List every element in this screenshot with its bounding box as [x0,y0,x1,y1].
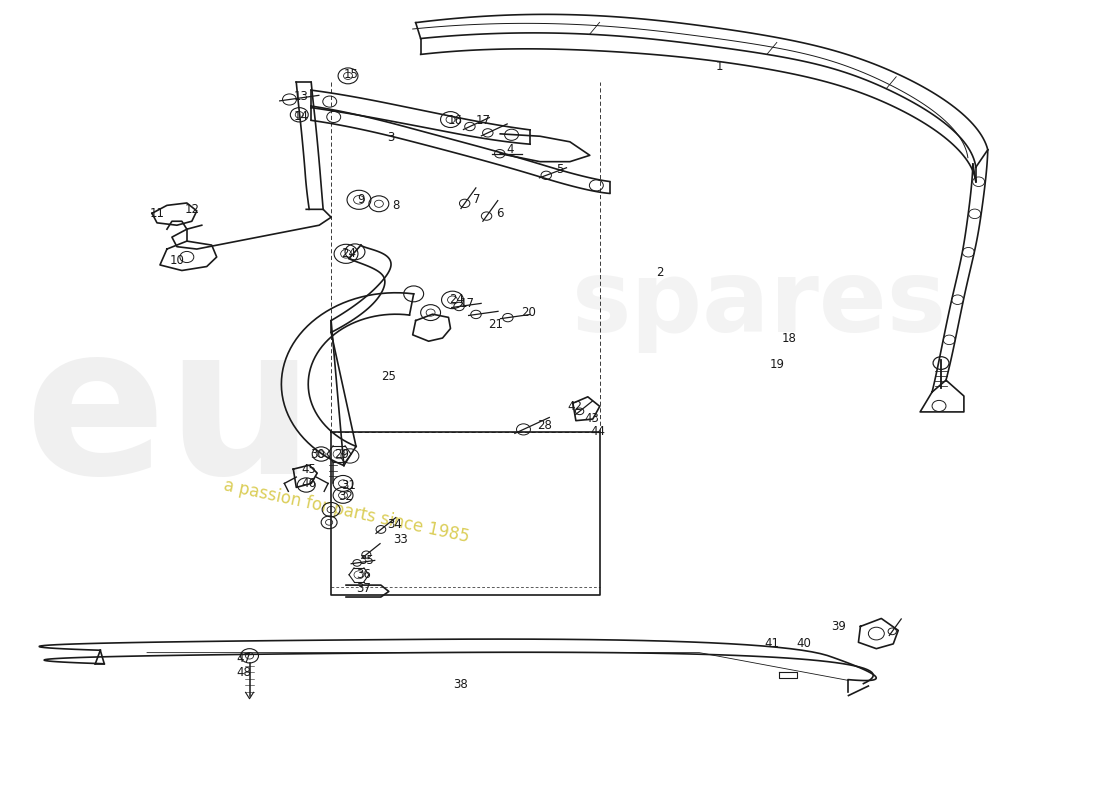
Text: 6: 6 [496,207,504,220]
Text: 41: 41 [764,638,780,650]
Text: 9: 9 [358,194,365,206]
Text: 45: 45 [301,462,317,476]
Text: 11: 11 [150,207,165,220]
Text: 33: 33 [394,533,408,546]
Text: 10: 10 [169,254,185,267]
Text: 37: 37 [356,582,372,594]
Text: 16: 16 [448,114,463,127]
Text: 24: 24 [341,247,356,260]
Text: 17: 17 [460,297,475,310]
Text: 4: 4 [506,143,514,156]
Text: 20: 20 [520,306,536,319]
Text: 42: 42 [568,400,582,413]
Text: a passion for parts since 1985: a passion for parts since 1985 [222,476,471,546]
Text: 24: 24 [449,293,464,306]
Text: 25: 25 [382,370,396,382]
Text: 46: 46 [301,477,317,490]
Text: 21: 21 [487,318,503,331]
Text: 3: 3 [387,131,395,144]
Text: 8: 8 [392,199,399,212]
Text: 36: 36 [356,568,372,582]
Text: 44: 44 [591,426,605,438]
Text: 18: 18 [781,331,796,345]
Text: 14: 14 [294,110,309,123]
Text: 43: 43 [584,412,600,425]
Text: 13: 13 [294,90,309,103]
Text: 38: 38 [453,678,468,691]
Text: 34: 34 [387,518,403,531]
Text: 48: 48 [236,666,251,679]
Text: 35: 35 [360,554,374,567]
Text: 12: 12 [185,203,199,216]
Text: 7: 7 [473,193,480,206]
Text: 15: 15 [343,68,359,81]
Text: 1: 1 [715,60,723,73]
Text: 40: 40 [796,638,811,650]
Text: 17: 17 [476,114,491,127]
Text: 30: 30 [310,447,324,461]
Text: spares: spares [572,256,947,353]
Text: 47: 47 [236,652,251,665]
Text: 19: 19 [769,358,784,370]
Text: 32: 32 [339,490,353,503]
Text: 28: 28 [538,419,552,432]
Text: 29: 29 [334,447,350,461]
Text: 31: 31 [342,478,356,491]
Text: eu: eu [24,315,315,517]
Text: 5: 5 [557,163,563,176]
Text: 2: 2 [656,266,663,279]
Text: 39: 39 [832,620,846,633]
